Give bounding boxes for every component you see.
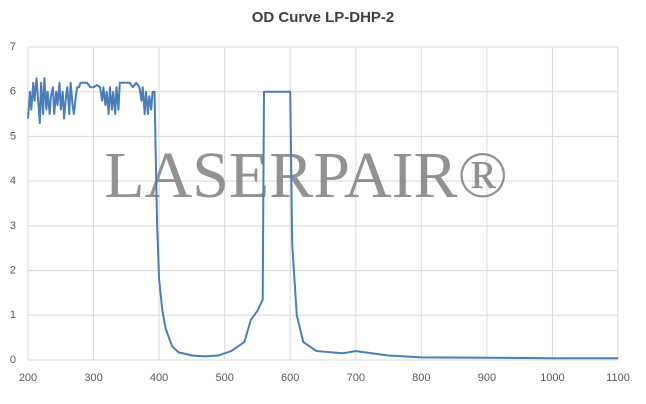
x-tick-label: 1000 [540, 372, 564, 384]
data-line [27, 77, 618, 360]
y-tick-label: 0 [10, 354, 16, 366]
chart-title: OD Curve LP-DHP-2 [252, 9, 395, 26]
x-tick-label: 900 [478, 372, 496, 384]
x-tick-label: 1100 [606, 372, 630, 384]
x-tick-label: 500 [215, 372, 233, 384]
watermark: LASERPAIR® [104, 139, 507, 212]
y-tick-label: 7 [10, 41, 16, 53]
x-tick-label: 300 [84, 372, 102, 384]
y-tick-label: 4 [10, 175, 16, 187]
x-tick-label: 700 [347, 372, 365, 384]
y-tick-label: 2 [10, 264, 16, 276]
x-tick-label: 800 [412, 372, 430, 384]
x-tick-label: 600 [281, 372, 299, 384]
x-tick-label: 400 [150, 372, 168, 384]
y-tick-label: 5 [10, 130, 16, 142]
y-tick-label: 1 [10, 309, 16, 321]
y-tick-label: 6 [10, 86, 16, 98]
y-tick-label: 3 [10, 220, 16, 232]
x-tick-label: 200 [19, 372, 37, 384]
